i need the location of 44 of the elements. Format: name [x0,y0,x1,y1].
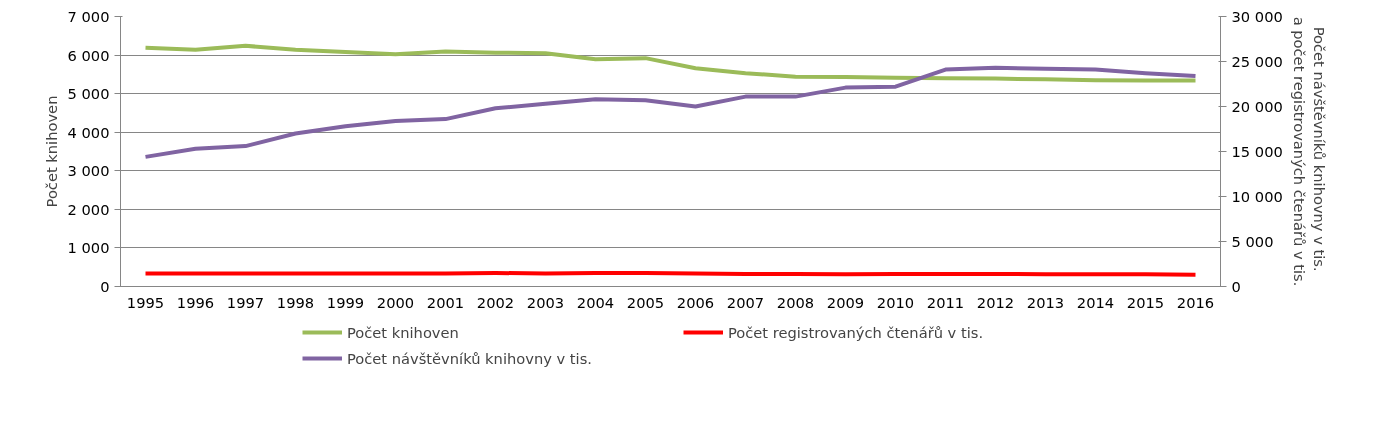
y-tick-label: 4 000 [67,123,110,141]
y-axis-title: Počet knihoven [42,95,60,208]
y2-tick-label: 10 000 [1231,188,1283,205]
x-tick-label: 2003 [526,293,565,311]
legend-label: Počet návštěvníků knihovny v tis. [347,349,593,367]
y-tick-label: 3 000 [67,162,110,180]
x-tick-label: 2010 [876,293,915,311]
line-series [143,65,1198,159]
y-tick-label: 0 [100,278,110,295]
x-tick-label: 1997 [226,293,265,311]
x-tick-label: 2009 [826,293,865,311]
legend-label: Počet knihoven [347,323,460,341]
x-tick-label: 2001 [426,293,465,311]
x-tick-label: 2015 [1126,293,1165,311]
x-tick-label: 2012 [976,293,1015,311]
x-tick-label: 1995 [126,293,165,311]
y2-axis-title: Počet návštěvníků knihovny v tis. a počet registrovaných čtenářů v tis. [1290,16,1329,287]
x-tick-label: 2007 [726,293,765,311]
y2-tick-label: 20 000 [1231,98,1283,115]
x-tick-label: 2011 [926,293,965,311]
x-tick-label: 1998 [276,293,315,311]
y2-tick-label: 0 [1231,278,1241,295]
y2-tick-label: 25 000 [1231,53,1283,70]
x-tick-label: 1999 [326,293,365,311]
x-tick-label: 2002 [476,293,515,311]
y2-tick-label: 5 000 [1231,233,1274,250]
x-tick-label: 2000 [376,293,415,311]
y-tick-label: 7 000 [67,8,110,25]
y2-tick-label: 30 000 [1231,8,1283,25]
legend-label: Počet registrovaných čtenářů v tis. [728,323,985,341]
x-tick-label: 1996 [176,293,215,311]
y-tick-label: 2 000 [67,200,110,218]
x-tick-label: 2008 [776,293,815,311]
y-tick-label: 6 000 [67,46,110,64]
x-tick-label: 2006 [676,293,715,311]
y-tick-label: 5 000 [67,85,110,103]
x-tick-label: 2005 [626,293,665,311]
line-series [143,43,1198,83]
x-tick-label: 2004 [576,293,615,311]
y-tick-label: 1 000 [67,239,110,257]
x-tick-label: 2014 [1076,293,1115,311]
y2-tick-label: 15 000 [1231,143,1283,160]
x-tick-label: 2013 [1026,293,1065,311]
x-tick-label: 2016 [1176,293,1215,311]
